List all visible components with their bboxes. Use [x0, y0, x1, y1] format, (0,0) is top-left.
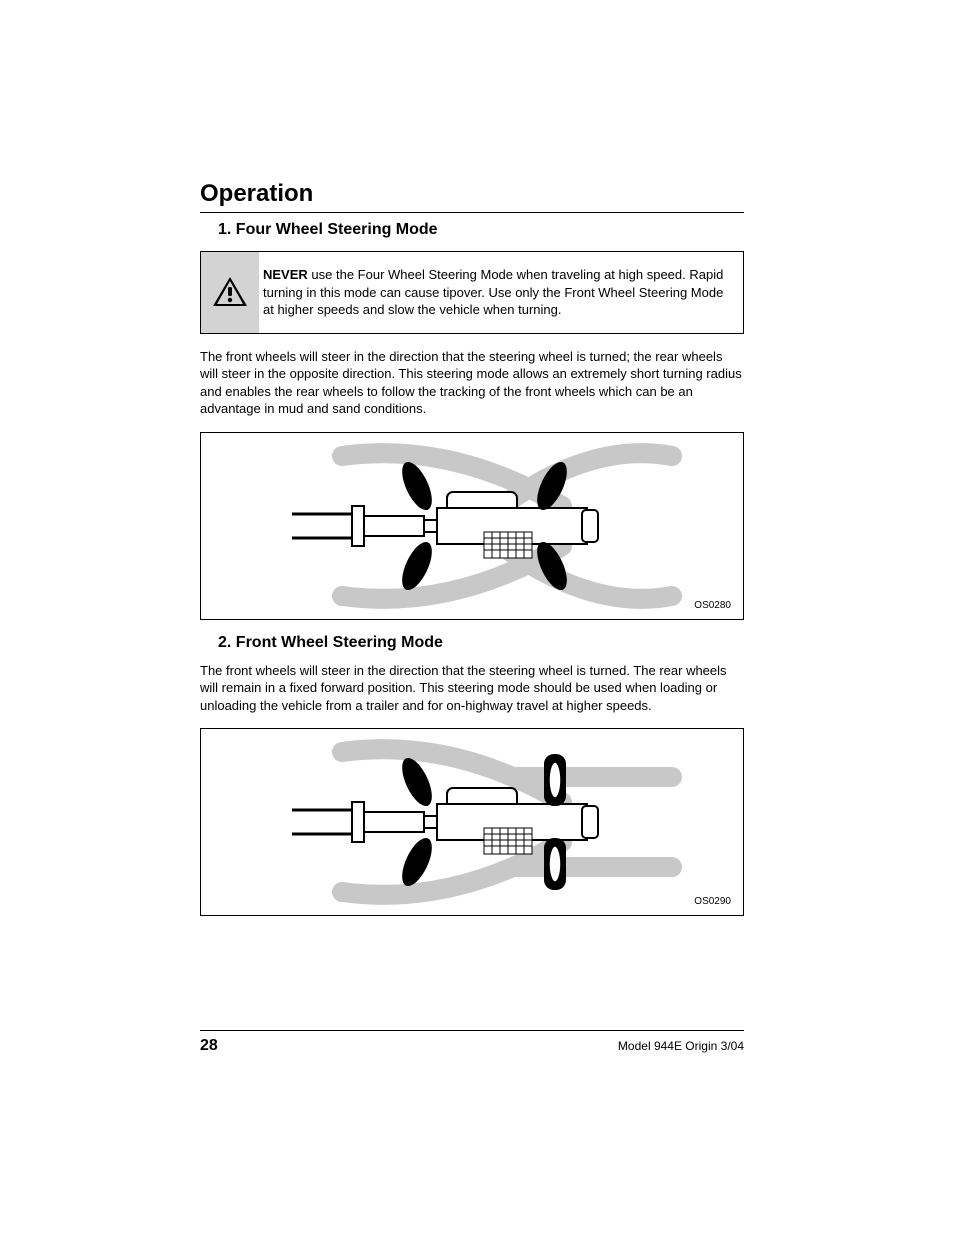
diagram-2: OS0290	[200, 728, 744, 916]
warning-text: NEVER use the Four Wheel Steering Mode w…	[259, 252, 743, 333]
section-1-body: The front wheels will steer in the direc…	[200, 348, 744, 418]
diagram-1-label: OS0280	[694, 600, 731, 611]
warning-icon-cell	[201, 252, 259, 333]
section-2-title: 2. Front Wheel Steering Mode	[218, 634, 744, 652]
warning-text-after: use the Four Wheel Steering Mode when tr…	[263, 267, 723, 317]
warning-bold: NEVER	[263, 267, 308, 282]
four-wheel-steering-diagram	[252, 436, 692, 616]
section-1-title: 1. Four Wheel Steering Mode	[218, 221, 744, 239]
warning-box: NEVER use the Four Wheel Steering Mode w…	[200, 251, 744, 334]
page-footer: 28 Model 944E Origin 3/04	[200, 1030, 744, 1055]
page-number: 28	[200, 1037, 218, 1055]
page-title: Operation	[200, 180, 744, 213]
diagram-1: OS0280	[200, 432, 744, 620]
footer-model-info: Model 944E Origin 3/04	[618, 1039, 744, 1053]
diagram-2-label: OS0290	[694, 896, 731, 907]
section-2-body: The front wheels will steer in the direc…	[200, 662, 744, 715]
warning-icon	[211, 275, 249, 309]
front-wheel-steering-diagram	[252, 732, 692, 912]
